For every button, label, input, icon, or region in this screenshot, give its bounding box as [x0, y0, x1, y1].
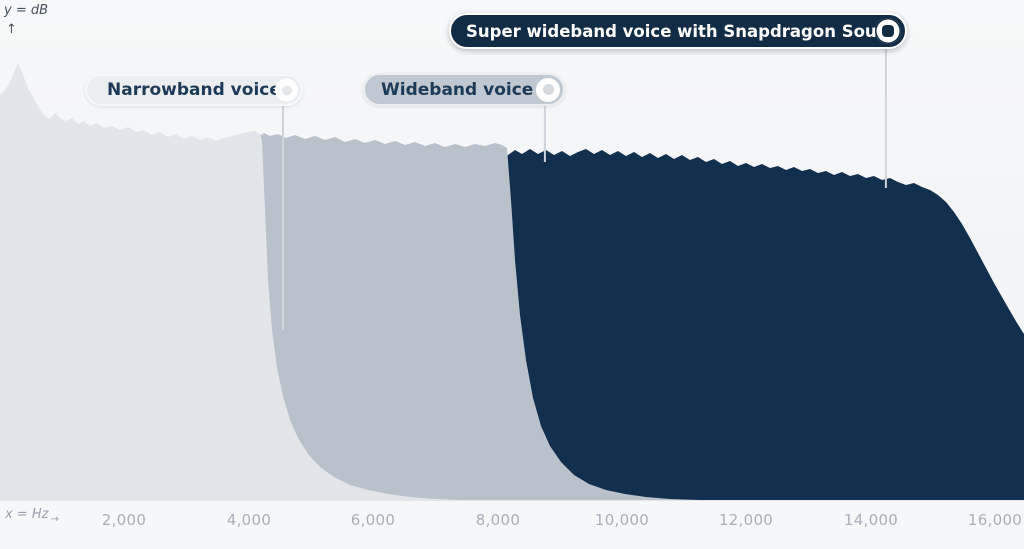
legend-dot-narrowband-icon	[281, 85, 292, 95]
legend-label-narrowband: Narrowband voice	[107, 80, 281, 100]
x-axis-strip: 2,000 4,000 6,000 8,000 10,000 12,000 14,000 16…	[0, 500, 1024, 549]
swb-area	[497, 149, 1024, 500]
legend-circle-wideband-icon	[536, 77, 560, 102]
legend-pill-wideband: Wideband voice	[363, 73, 565, 106]
x-tick-label: 12,000	[718, 511, 774, 529]
legend-dot-super-wideband-icon	[882, 25, 894, 37]
x-tick-label: 6,000	[350, 511, 396, 529]
legend-circle-super-wideband-icon	[875, 18, 901, 44]
legend-pill-super-wideband: Super wideband voice with Snapdragon Sou…	[449, 13, 907, 49]
x-tick-label: 2,000	[101, 511, 147, 529]
legend-pill-narrowband: Narrowband voice	[85, 74, 303, 106]
x-tick-label: 14,000	[843, 511, 899, 529]
y-axis-arrow-icon: ↑	[6, 22, 17, 37]
x-tick-label: 16,000	[967, 511, 1023, 529]
legend-circle-narrowband-icon	[275, 78, 298, 102]
x-axis-label: x = Hz →	[5, 507, 59, 525]
x-axis-label-text: x = Hz	[5, 507, 49, 522]
y-axis-label: y = dB	[4, 3, 49, 18]
x-tick-label: 10,000	[594, 511, 650, 529]
x-tick-label: 8,000	[475, 511, 521, 529]
x-axis-arrow-icon: →	[50, 514, 59, 525]
narrowband-area	[0, 63, 460, 500]
legend-dot-wideband-icon	[542, 84, 554, 95]
legend-label-wideband: Wideband voice	[381, 79, 534, 100]
x-tick-label: 4,000	[226, 511, 272, 529]
legend-label-super-wideband: Super wideband voice with Snapdragon Sou…	[466, 21, 901, 41]
